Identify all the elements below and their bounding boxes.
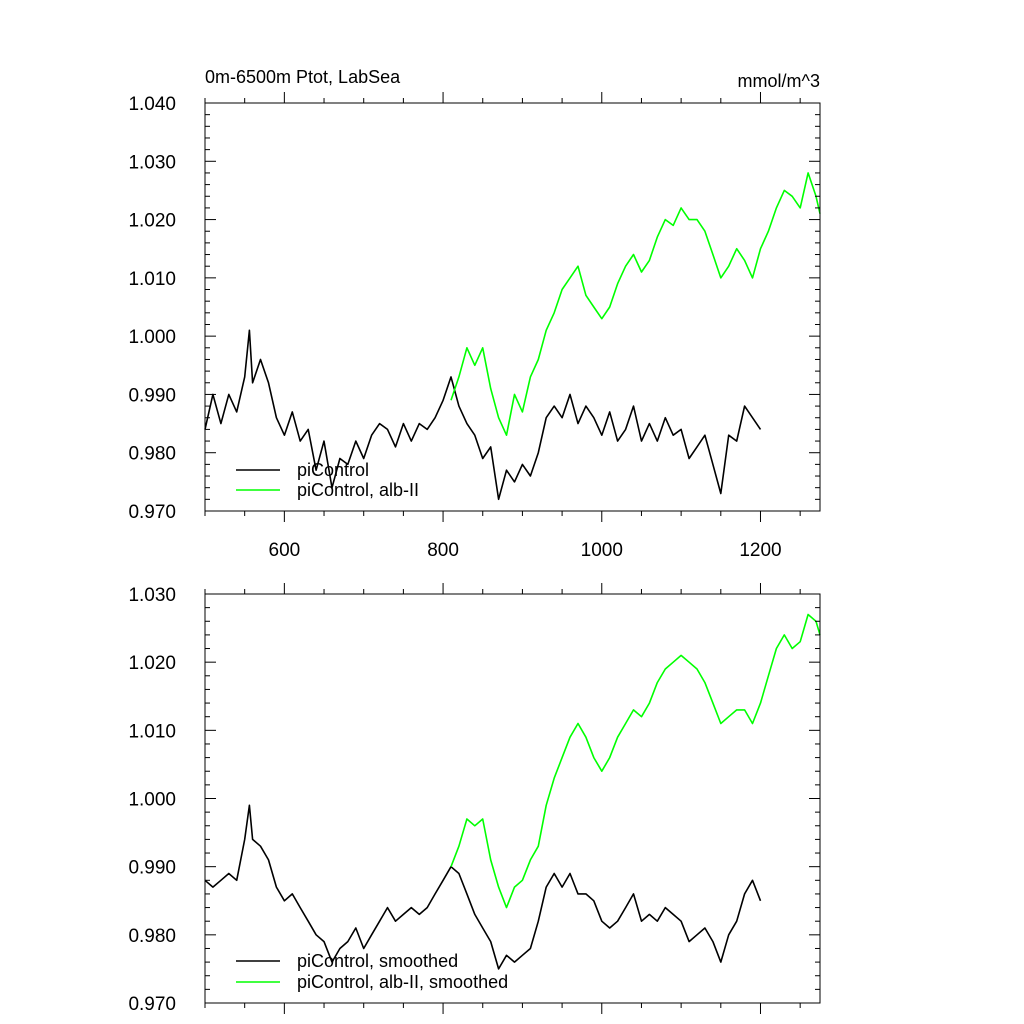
bottom-ytick-label: 1.010 [128, 721, 176, 742]
bottom-ytick-label: 1.020 [128, 653, 176, 674]
top-ytick-label: 1.030 [128, 152, 176, 173]
bottom-legend-label-1: piControl, smoothed [297, 951, 458, 971]
bottom-legend-label-2: piControl, alb-II, smoothed [297, 972, 508, 992]
top-panel: 0m-6500m Ptot, LabSea mmol/m^3 piControl… [128, 67, 821, 561]
top-ytick-label: 0.970 [128, 502, 176, 523]
bottom-ytick-label: 1.030 [128, 585, 176, 606]
top-ytick-label: 0.980 [128, 444, 176, 465]
top-series-line-1 [204, 329, 762, 501]
top-xtick-label: 1000 [581, 540, 623, 561]
top-legend-label-1: piControl [297, 460, 369, 480]
top-title-right: mmol/m^3 [738, 71, 820, 91]
bottom-ytick-label: 0.990 [128, 858, 176, 879]
bottom-ytick-label: 0.970 [128, 994, 176, 1015]
top-ytick-label: 1.000 [128, 327, 176, 348]
top-ticks: 0.970 0.980 0.990 1.000 1.010 1.020 1.030 1.040… [128, 92, 820, 561]
top-xtick-label: 600 [269, 540, 301, 561]
top-ytick-label: 1.040 [128, 94, 176, 115]
top-ytick-label: 0.990 [128, 385, 176, 406]
bottom-ticks: 0.970 0.980 0.990 1.000 1.010 1.020 1.030 [128, 583, 820, 1015]
top-plot-frame [204, 102, 821, 512]
bottom-series-layer [204, 613, 821, 970]
top-ytick-label: 1.020 [128, 211, 176, 232]
top-series-layer [204, 172, 821, 501]
top-ytick-label: 1.010 [128, 269, 176, 290]
top-series-line-2 [450, 172, 821, 437]
top-xtick-label: 1200 [739, 540, 781, 561]
bottom-ytick-label: 1.000 [128, 790, 176, 811]
bottom-ytick-label: 0.980 [128, 926, 176, 947]
top-title-left: 0m-6500m Ptot, LabSea [205, 67, 401, 87]
bottom-plot-frame [204, 593, 821, 1004]
bottom-series-line-2 [450, 613, 821, 909]
bottom-series-line-1 [204, 804, 762, 970]
top-xtick-label: 800 [427, 540, 459, 561]
top-legend-label-2: piControl, alb-II [297, 480, 419, 500]
